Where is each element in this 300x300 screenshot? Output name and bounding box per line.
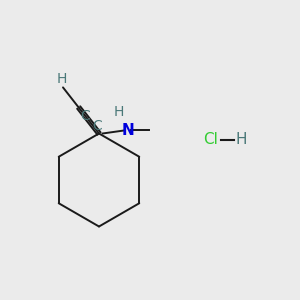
Text: C: C: [80, 109, 90, 123]
Text: C: C: [93, 118, 102, 133]
Text: H: H: [114, 105, 124, 119]
Text: H: H: [56, 72, 67, 86]
Text: Cl: Cl: [202, 132, 217, 147]
Text: N: N: [121, 123, 134, 138]
Text: H: H: [236, 132, 247, 147]
